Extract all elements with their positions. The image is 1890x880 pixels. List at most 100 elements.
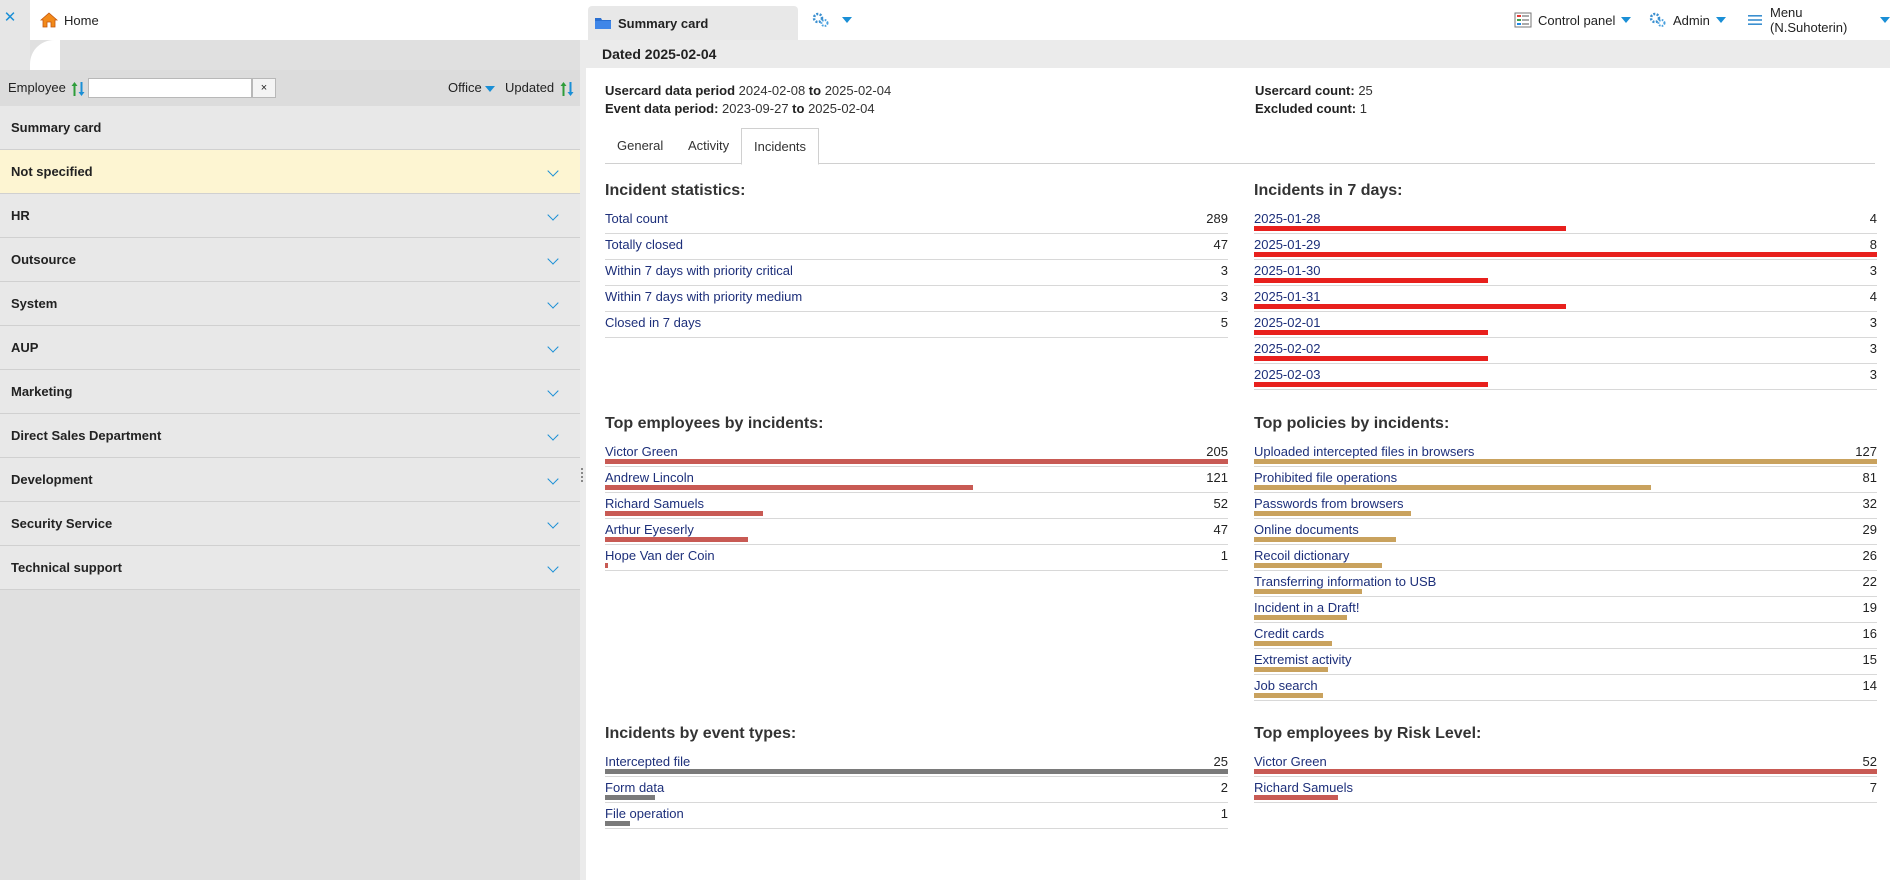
chevron-down-icon (484, 86, 495, 92)
list-item-value: 15 (1862, 652, 1877, 667)
chevron-down-icon[interactable] (547, 429, 559, 441)
list-item: Uploaded intercepted files in browsers 12… (1254, 441, 1877, 467)
section-title: Top employees by incidents: (605, 415, 824, 432)
usercard-count: Usercard count: 25 (1255, 83, 1373, 98)
office-filter-button[interactable]: Office (448, 80, 495, 95)
control-panel-label: Control panel (1538, 12, 1616, 28)
list-item-link[interactable]: 2025-01-30 (1254, 263, 1321, 278)
usercard-period: Usercard data period 2024-02-08 to 2025-… (605, 83, 892, 98)
bar-rows: 2025-01-28 4 2025-01-29 8 2025-01-30 3 2025-01… (1254, 208, 1877, 390)
value-bar (605, 537, 748, 542)
user-menu[interactable]: Menu (N.Suhoterin) (1746, 5, 1890, 35)
list-item-link[interactable]: Richard Samuels (1254, 780, 1353, 795)
tab-incidents[interactable]: Incidents (741, 128, 820, 165)
chevron-down-icon[interactable] (547, 385, 559, 397)
list-item-link[interactable]: Credit cards (1254, 626, 1325, 641)
list-item-link[interactable]: Victor Green (1254, 754, 1327, 769)
list-item-link[interactable]: Recoil dictionary (1254, 548, 1350, 563)
sidebar-item-direct-sales[interactable]: Direct Sales Department (0, 414, 580, 458)
list-item: 2025-02-01 3 (1254, 312, 1877, 338)
sidebar-item-aup[interactable]: AUP (0, 326, 580, 370)
chevron-down-icon[interactable] (547, 561, 559, 573)
sidebar-item-summary-card[interactable]: Summary card (0, 106, 580, 150)
list-item-link[interactable]: Total count (605, 211, 668, 226)
clear-search-button[interactable]: × (252, 78, 276, 98)
list-item-link[interactable]: Victor Green (605, 444, 678, 459)
list-item-link[interactable]: 2025-01-28 (1254, 211, 1321, 226)
sidebar-item-outsource[interactable]: Outsource (0, 238, 580, 282)
list-item: Online documents 29 (1254, 519, 1877, 545)
list-item-link[interactable]: Intercepted file (605, 754, 691, 769)
list-item: 2025-02-03 3 (1254, 364, 1877, 390)
list-item: Prohibited file operations 81 (1254, 467, 1877, 493)
chevron-down-icon[interactable] (547, 165, 559, 177)
list-item: Victor Green 205 (605, 441, 1228, 467)
list-item-link[interactable]: Richard Samuels (605, 496, 704, 511)
excluded-count: Excluded count: 1 (1255, 101, 1367, 116)
sidebar-item-marketing[interactable]: Marketing (0, 370, 580, 414)
sidebar-item-development[interactable]: Development (0, 458, 580, 502)
sidebar-item-technical-support[interactable]: Technical support (0, 546, 580, 590)
chevron-down-icon[interactable] (547, 517, 559, 529)
chevron-down-icon[interactable] (547, 253, 559, 265)
list-item-link[interactable]: File operation (605, 806, 684, 821)
list-item-link[interactable]: Hope Van der Coin (605, 548, 715, 563)
list-item-link[interactable]: Arthur Eyeserly (605, 522, 694, 537)
control-panel-menu[interactable]: Control panel (1514, 6, 1632, 34)
list-item-link[interactable]: Extremist activity (1254, 652, 1352, 667)
sidebar-item-label: Marketing (11, 384, 73, 399)
list-item-link[interactable]: Within 7 days with priority medium (605, 289, 803, 304)
list-item-link[interactable]: 2025-02-03 (1254, 367, 1321, 382)
chevron-down-icon[interactable] (547, 297, 559, 309)
list-item-link[interactable]: 2025-02-01 (1254, 315, 1321, 330)
value-bar (1254, 330, 1488, 335)
summary-card-tab[interactable]: Summary card (588, 6, 798, 40)
list-item-link[interactable]: Transferring information to USB (1254, 574, 1437, 589)
chevron-down-icon[interactable] (547, 473, 559, 485)
employee-search-input[interactable] (88, 78, 252, 98)
updated-sort-button[interactable]: Updated (505, 80, 574, 97)
list-item-link[interactable]: Andrew Lincoln (605, 470, 694, 485)
list-item-link[interactable]: 2025-01-31 (1254, 289, 1321, 304)
list-item-link[interactable]: Uploaded intercepted files in browsers (1254, 444, 1475, 459)
sidebar-item-system[interactable]: System (0, 282, 580, 326)
list-item-link[interactable]: Job search (1254, 678, 1318, 693)
list-item-value: 289 (1206, 211, 1228, 226)
panel-splitter[interactable] (580, 40, 586, 880)
sidebar-item-not-specified[interactable]: Not specified (0, 150, 580, 194)
list-item: Incident in a Draft! 19 (1254, 597, 1877, 623)
page-title: Dated 2025-02-04 (602, 46, 717, 62)
chevron-down-icon[interactable] (547, 209, 559, 221)
list-item-link[interactable]: 2025-02-02 (1254, 341, 1321, 356)
list-item-link[interactable]: Within 7 days with priority critical (605, 263, 793, 278)
splitter-handle-icon[interactable] (581, 468, 584, 482)
close-icon[interactable]: ✕ (3, 9, 17, 26)
list-item-link[interactable]: Online documents (1254, 522, 1359, 537)
office-label: Office (448, 80, 482, 95)
settings-menu[interactable] (812, 6, 852, 34)
sidebar-item-security-service[interactable]: Security Service (0, 502, 580, 546)
chevron-down-icon[interactable] (547, 341, 559, 353)
chevron-down-icon (1880, 17, 1890, 23)
tab-activity[interactable]: Activity (688, 138, 730, 153)
employee-sort-button[interactable]: Employee (8, 80, 85, 97)
sidebar-item-hr[interactable]: HR (0, 194, 580, 238)
updated-label: Updated (505, 80, 555, 95)
list-item: Recoil dictionary 26 (1254, 545, 1877, 571)
value-bar (1254, 511, 1411, 516)
list-item-link[interactable]: Prohibited file operations (1254, 470, 1398, 485)
list-item-link[interactable]: Passwords from browsers (1254, 496, 1404, 511)
list-item-link[interactable]: Incident in a Draft! (1254, 600, 1360, 615)
list-item-value: 47 (1213, 522, 1228, 537)
list-item-link[interactable]: Closed in 7 days (605, 315, 702, 330)
list-item-link[interactable]: Totally closed (605, 237, 684, 252)
value-bar (605, 821, 630, 826)
admin-menu[interactable]: Admin (1649, 6, 1726, 34)
list-item-link[interactable]: Form data (605, 780, 665, 795)
list-item: 2025-02-02 3 (1254, 338, 1877, 364)
home-tab[interactable]: Home (39, 6, 99, 34)
list-item: Hope Van der Coin 1 (605, 545, 1228, 571)
list-item-link[interactable]: 2025-01-29 (1254, 237, 1321, 252)
tab-general[interactable]: General (617, 138, 664, 153)
list-item-value: 3 (1869, 263, 1877, 278)
